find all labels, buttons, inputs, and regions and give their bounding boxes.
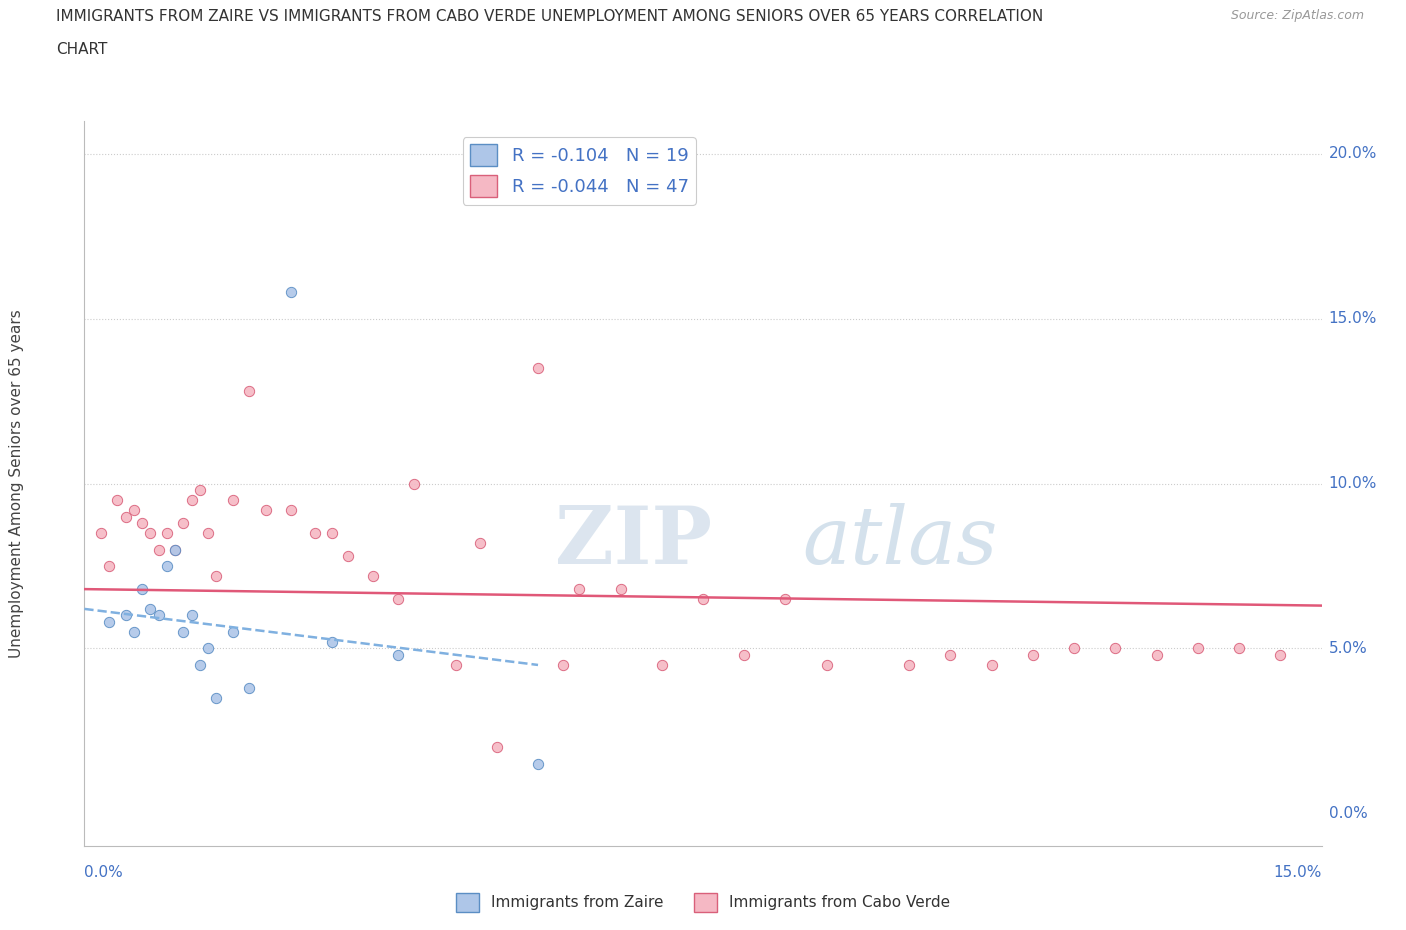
Point bbox=[205, 690, 228, 705]
Point bbox=[361, 568, 384, 583]
Point bbox=[815, 658, 838, 672]
Point bbox=[222, 625, 245, 640]
Point bbox=[1063, 641, 1085, 656]
Point bbox=[165, 542, 187, 557]
Point bbox=[122, 502, 145, 517]
Point bbox=[254, 502, 277, 517]
Point bbox=[1146, 647, 1168, 662]
Point bbox=[387, 591, 409, 606]
Point bbox=[156, 525, 179, 540]
Point bbox=[139, 525, 162, 540]
Text: ZIP: ZIP bbox=[554, 502, 711, 580]
Point bbox=[180, 493, 202, 508]
Legend: R = -0.104   N = 19, R = -0.044   N = 47: R = -0.104 N = 19, R = -0.044 N = 47 bbox=[463, 138, 696, 205]
Point bbox=[98, 559, 121, 574]
Text: 20.0%: 20.0% bbox=[1329, 146, 1376, 162]
Text: 0.0%: 0.0% bbox=[84, 865, 124, 880]
Point bbox=[1104, 641, 1126, 656]
Point bbox=[238, 384, 260, 399]
Point bbox=[304, 525, 326, 540]
Point bbox=[90, 525, 112, 540]
Point bbox=[1187, 641, 1209, 656]
Point bbox=[114, 608, 136, 623]
Point bbox=[527, 361, 550, 376]
Point bbox=[131, 581, 153, 596]
Point bbox=[527, 756, 550, 771]
Point bbox=[188, 658, 211, 672]
Point bbox=[470, 536, 492, 551]
Text: 0.0%: 0.0% bbox=[1329, 805, 1368, 821]
Text: Source: ZipAtlas.com: Source: ZipAtlas.com bbox=[1230, 9, 1364, 22]
Text: 5.0%: 5.0% bbox=[1329, 641, 1368, 656]
Point bbox=[172, 516, 194, 531]
Point bbox=[114, 509, 136, 524]
Point bbox=[980, 658, 1002, 672]
Point bbox=[122, 625, 145, 640]
Point bbox=[898, 658, 921, 672]
Text: atlas: atlas bbox=[801, 503, 997, 580]
Point bbox=[105, 493, 128, 508]
Point bbox=[238, 681, 260, 696]
Point bbox=[148, 542, 170, 557]
Point bbox=[156, 559, 179, 574]
Point bbox=[172, 625, 194, 640]
Point bbox=[444, 658, 467, 672]
Point bbox=[551, 658, 574, 672]
Point bbox=[148, 608, 170, 623]
Point bbox=[321, 525, 343, 540]
Text: 10.0%: 10.0% bbox=[1329, 476, 1376, 491]
Point bbox=[165, 542, 187, 557]
Point bbox=[205, 568, 228, 583]
Text: 15.0%: 15.0% bbox=[1274, 865, 1322, 880]
Point bbox=[180, 608, 202, 623]
Point bbox=[1270, 647, 1292, 662]
Point bbox=[1022, 647, 1045, 662]
Text: IMMIGRANTS FROM ZAIRE VS IMMIGRANTS FROM CABO VERDE UNEMPLOYMENT AMONG SENIORS O: IMMIGRANTS FROM ZAIRE VS IMMIGRANTS FROM… bbox=[56, 9, 1043, 24]
Text: Unemployment Among Seniors over 65 years: Unemployment Among Seniors over 65 years bbox=[10, 309, 24, 658]
Point bbox=[197, 641, 219, 656]
Point bbox=[131, 516, 153, 531]
Point bbox=[280, 285, 302, 299]
Point bbox=[197, 525, 219, 540]
Point bbox=[188, 483, 211, 498]
Legend: Immigrants from Zaire, Immigrants from Cabo Verde: Immigrants from Zaire, Immigrants from C… bbox=[450, 887, 956, 918]
Point bbox=[651, 658, 673, 672]
Point bbox=[568, 581, 591, 596]
Point bbox=[280, 502, 302, 517]
Point bbox=[139, 602, 162, 617]
Point bbox=[939, 647, 962, 662]
Point bbox=[404, 476, 426, 491]
Point bbox=[775, 591, 797, 606]
Point bbox=[222, 493, 245, 508]
Point bbox=[337, 549, 360, 564]
Point bbox=[387, 647, 409, 662]
Point bbox=[1227, 641, 1250, 656]
Text: 15.0%: 15.0% bbox=[1329, 312, 1376, 326]
Point bbox=[321, 634, 343, 649]
Point bbox=[692, 591, 714, 606]
Point bbox=[98, 615, 121, 630]
Point bbox=[733, 647, 755, 662]
Point bbox=[485, 740, 508, 755]
Point bbox=[609, 581, 631, 596]
Text: CHART: CHART bbox=[56, 42, 108, 57]
